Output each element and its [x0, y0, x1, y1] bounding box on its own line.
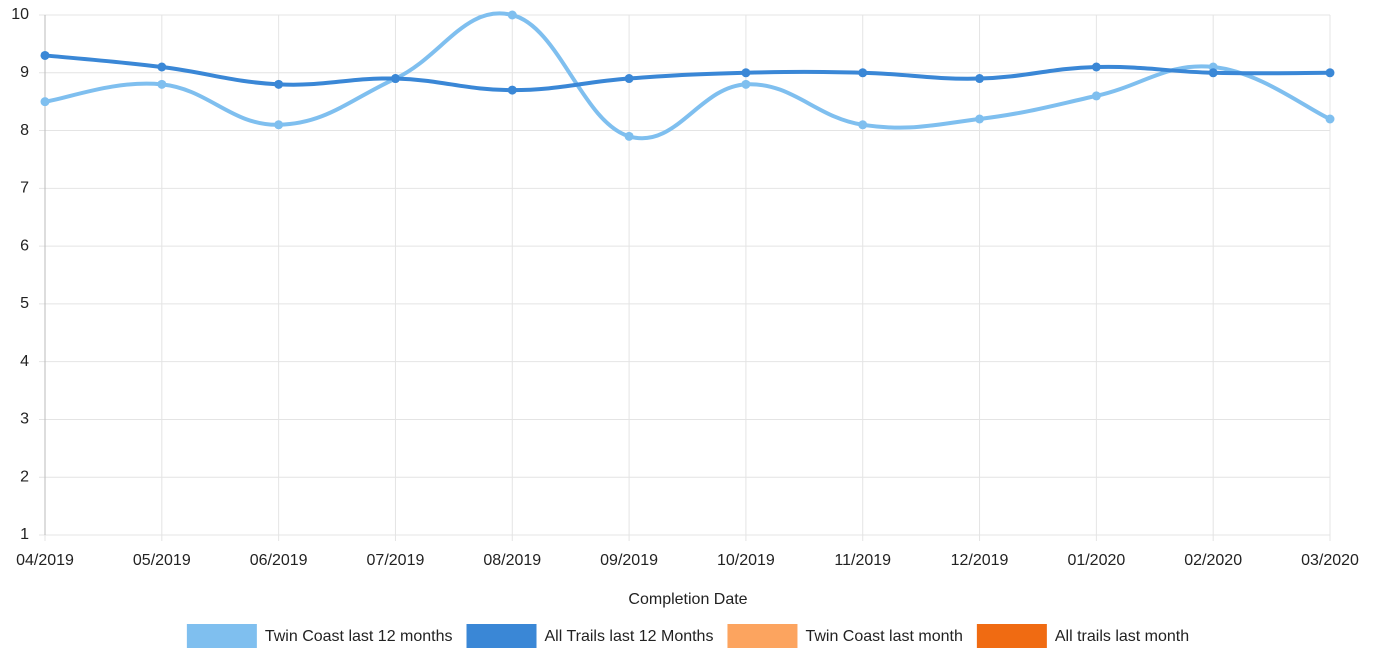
data-point — [858, 68, 868, 78]
legend-label: Twin Coast last 12 months — [265, 628, 453, 645]
legend-swatch — [466, 624, 537, 648]
data-point — [157, 62, 167, 72]
x-tick-label: 09/2019 — [600, 552, 658, 569]
y-tick-label: 6 — [20, 237, 29, 254]
data-point — [1325, 114, 1335, 124]
x-tick-label: 03/2020 — [1301, 552, 1359, 569]
y-tick-label: 9 — [20, 64, 29, 81]
y-tick-label: 5 — [20, 295, 29, 312]
legend-swatch — [186, 624, 257, 648]
data-point — [274, 79, 284, 89]
y-tick-label: 10 — [11, 6, 29, 23]
x-tick-label: 12/2019 — [951, 552, 1009, 569]
x-tick-label: 02/2020 — [1184, 552, 1242, 569]
series-line — [44, 53, 1331, 93]
data-point — [624, 74, 634, 84]
data-point — [741, 68, 751, 78]
y-tick-label: 7 — [20, 180, 29, 197]
data-point — [624, 131, 634, 141]
x-tick-label: 06/2019 — [250, 552, 308, 569]
data-point — [858, 120, 868, 130]
x-tick-label: 05/2019 — [133, 552, 191, 569]
legend-swatch — [976, 624, 1047, 648]
legend-label: All Trails last 12 Months — [545, 628, 714, 645]
x-axis-label: Completion Date — [628, 591, 747, 608]
data-point — [507, 10, 517, 20]
data-point — [741, 79, 751, 89]
data-point — [975, 114, 985, 124]
x-tick-label: 07/2019 — [367, 552, 425, 569]
x-tick-label: 11/2019 — [834, 552, 891, 569]
y-tick-label: 8 — [20, 122, 29, 139]
data-point — [40, 50, 50, 60]
y-tick-label: 1 — [20, 526, 29, 543]
x-tick-label: 10/2019 — [717, 552, 775, 569]
legend-label: Twin Coast last month — [805, 628, 962, 645]
y-tick-label: 4 — [20, 353, 29, 370]
data-point — [1325, 68, 1335, 78]
data-point — [157, 79, 167, 89]
data-point — [1091, 91, 1101, 101]
data-point — [975, 74, 985, 84]
data-point — [1091, 62, 1101, 72]
y-tick-label: 3 — [20, 411, 29, 428]
data-point — [40, 97, 50, 107]
y-tick-label: 2 — [20, 468, 29, 485]
x-tick-label: 08/2019 — [483, 552, 541, 569]
legend-swatch — [727, 624, 798, 648]
data-point — [390, 74, 400, 84]
data-point — [507, 85, 517, 95]
legend: Twin Coast last 12 months All Trails last… — [186, 624, 1189, 648]
x-tick-label: 04/2019 — [16, 552, 74, 569]
data-point — [274, 120, 284, 130]
data-point — [1208, 68, 1218, 78]
legend-label: All trails last month — [1055, 628, 1189, 645]
x-tick-label: 01/2020 — [1067, 552, 1125, 569]
